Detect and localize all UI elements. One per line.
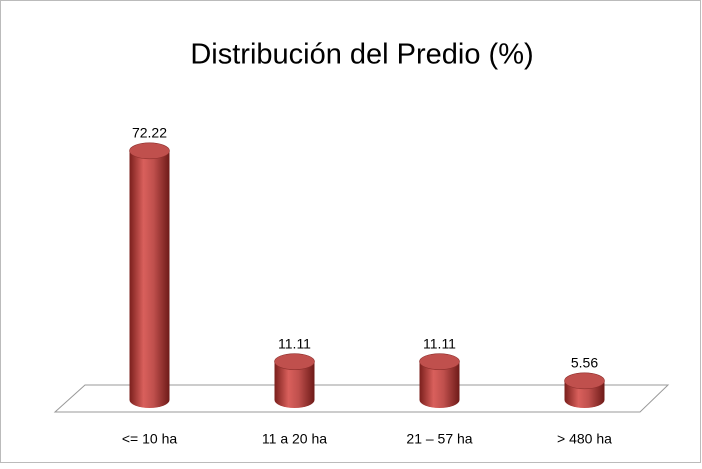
bar (419, 353, 460, 408)
data-label: 11.11 (423, 335, 456, 351)
chart-title: Distribución del Predio (%) (190, 39, 533, 71)
bar-top (129, 142, 170, 160)
bar (129, 142, 170, 408)
bar (564, 372, 605, 408)
bar-top (419, 353, 460, 370)
bar-body (274, 361, 315, 408)
x-tick-label: > 480 ha (557, 431, 612, 447)
x-tick-label: 11 a 20 ha (262, 431, 327, 447)
bar-body (129, 150, 170, 408)
data-label: 11.11 (278, 335, 311, 351)
x-tick-label: 21 – 57 ha (406, 431, 472, 447)
x-tick-label: <= 10 ha (122, 431, 177, 447)
floor (53, 384, 670, 413)
data-label: 72.22 (132, 125, 167, 141)
bar (274, 353, 315, 408)
data-label: 5.56 (571, 355, 598, 371)
bar-top (274, 353, 315, 370)
bar-top (564, 372, 605, 390)
bar-body (419, 361, 460, 408)
